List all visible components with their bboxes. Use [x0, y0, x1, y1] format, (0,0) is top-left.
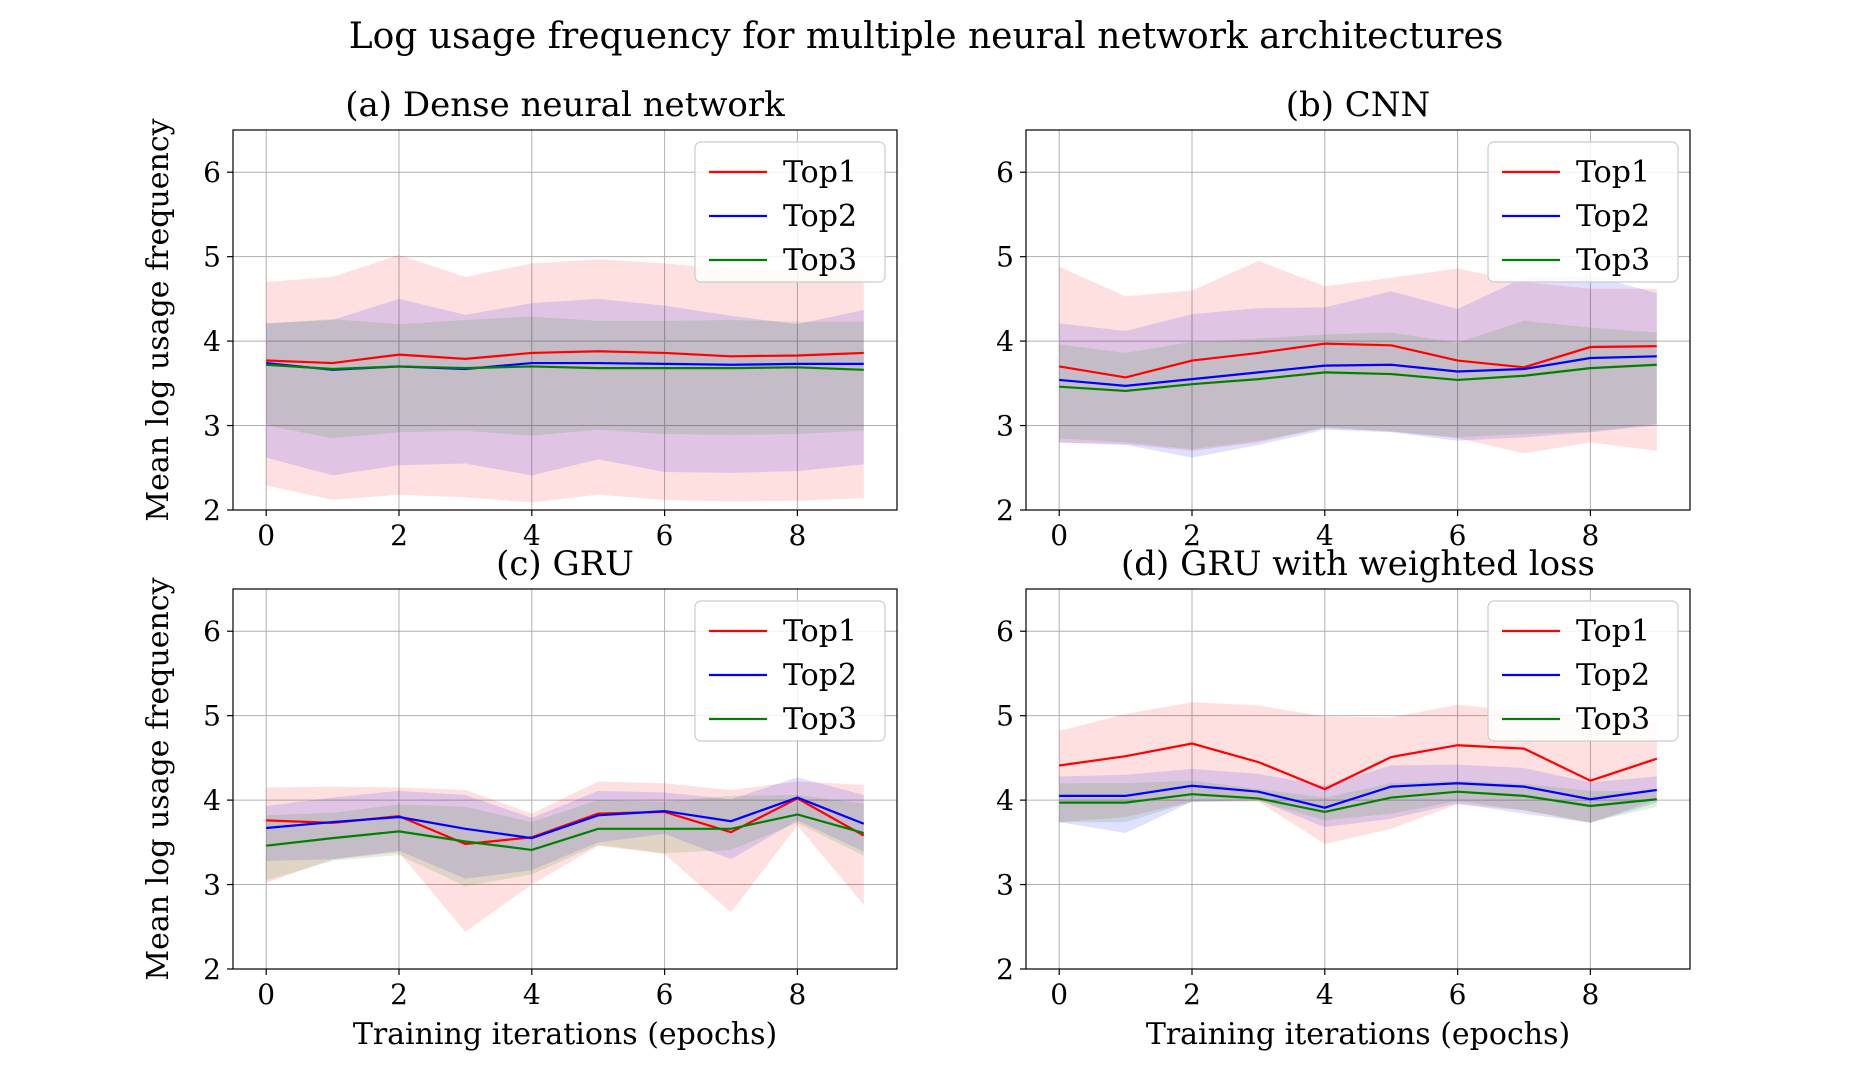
- legend-label-top3: Top3: [1576, 702, 1650, 737]
- x-tick-label: 6: [656, 519, 674, 552]
- legend: Top1 Top2 Top3: [1487, 141, 1679, 283]
- series-line-top1: [266, 350, 864, 365]
- x-tick-label: 8: [1581, 978, 1599, 1011]
- legend-box: [694, 141, 886, 283]
- y-tick-label: 2: [996, 953, 1014, 986]
- y-tick-label: 4: [203, 784, 221, 817]
- y-tick-label: 6: [203, 156, 221, 189]
- legend-box: [1487, 141, 1679, 283]
- band-top2: [1059, 764, 1657, 834]
- legend-label-top2: Top2: [783, 199, 857, 234]
- legend-label-top2: Top2: [783, 658, 857, 693]
- legend-label-top1: Top1: [783, 614, 857, 649]
- y-tick-label: 6: [203, 615, 221, 648]
- subplot-grid: 0 2 4 6 8 2 3 4 5 6 (a) Dense neural network Mean l…: [141, 85, 1691, 1052]
- legend-label-top2: Top2: [1576, 658, 1650, 693]
- y-tick-label: 2: [203, 953, 221, 986]
- x-tick-label: 6: [656, 978, 674, 1011]
- x-tick-label: 2: [390, 519, 408, 552]
- x-tick-label: 4: [523, 519, 541, 552]
- axes-frame: [1025, 588, 1691, 970]
- series-line-top1: [1059, 342, 1657, 379]
- series-line-top2: [266, 796, 865, 840]
- x-tick-label: 0: [257, 519, 275, 552]
- subplot-title: (d) GRU with weighted loss: [1121, 544, 1595, 584]
- legend-box: [1487, 600, 1679, 742]
- legend-label-top3: Top3: [783, 243, 857, 278]
- series-line-top3: [266, 363, 864, 371]
- band-top1: [266, 254, 864, 503]
- axes-frame: [232, 129, 898, 511]
- x-axis-label: Training iterations (epochs): [353, 1017, 777, 1052]
- legend-label-top3: Top3: [783, 702, 857, 737]
- band-top2: [1059, 275, 1657, 458]
- x-tick-label: 4: [523, 978, 541, 1011]
- y-tick-label: 4: [996, 784, 1014, 817]
- series-line-top3: [1059, 790, 1657, 814]
- y-axis-label: Mean log usage frequency: [141, 118, 176, 521]
- legend: Top1 Top2 Top3: [1487, 600, 1679, 742]
- band-top3: [1059, 320, 1657, 450]
- series-line-top1: [1059, 742, 1658, 791]
- y-tick-label: 3: [996, 410, 1014, 443]
- legend-box: [694, 600, 886, 742]
- subplot-title: (a) Dense neural network: [345, 85, 785, 125]
- legend-label-top1: Top1: [1576, 155, 1650, 190]
- axes-frame: [1025, 129, 1691, 511]
- x-tick-label: 0: [257, 978, 275, 1011]
- series-line-top2: [1059, 782, 1657, 809]
- x-tick-label: 8: [788, 519, 806, 552]
- legend-label-top1: Top1: [1576, 614, 1650, 649]
- figure-title: Log usage frequency for multiple neural …: [349, 16, 1504, 57]
- y-tick-label: 5: [996, 241, 1014, 274]
- series-line-top3: [1059, 363, 1657, 393]
- legend-label-top2: Top2: [1576, 199, 1650, 234]
- y-tick-label: 2: [203, 494, 221, 527]
- subplot-4: 0 2 4 6 8 2 3 4 5 6 (d) GRU with weighted loss Trai…: [996, 544, 1691, 1052]
- x-tick-label: 6: [1449, 978, 1467, 1011]
- x-tick-label: 2: [390, 978, 408, 1011]
- axes-frame: [232, 588, 898, 970]
- y-tick-label: 4: [203, 325, 221, 358]
- x-axis-label: Training iterations (epochs): [1146, 1017, 1570, 1052]
- y-axis-label: Mean log usage frequency: [141, 577, 176, 980]
- series-line-top2: [1059, 355, 1657, 387]
- y-tick-label: 4: [996, 325, 1014, 358]
- x-tick-label: 4: [1316, 978, 1334, 1011]
- x-tick-label: 2: [1183, 978, 1201, 1011]
- y-tick-label: 2: [996, 494, 1014, 527]
- legend: Top1 Top2 Top3: [694, 141, 886, 283]
- y-tick-label: 3: [996, 869, 1014, 902]
- x-tick-label: 0: [1050, 978, 1068, 1011]
- legend-label-top1: Top1: [783, 155, 857, 190]
- subplot-title: (b) CNN: [1286, 85, 1431, 125]
- y-tick-label: 5: [996, 700, 1014, 733]
- x-tick-label: 2: [1183, 519, 1201, 552]
- y-tick-label: 6: [996, 615, 1014, 648]
- subplot-title: (c) GRU: [496, 544, 634, 584]
- y-tick-label: 3: [203, 869, 221, 902]
- subplot-3: 0 2 4 6 8 2 3 4 5 6 (c) GRU Training iterations (ep…: [141, 544, 898, 1052]
- x-tick-label: 8: [1581, 519, 1599, 552]
- y-tick-label: 3: [203, 410, 221, 443]
- x-tick-label: 6: [1449, 519, 1467, 552]
- y-tick-label: 5: [203, 241, 221, 274]
- x-tick-label: 4: [1316, 519, 1334, 552]
- x-tick-label: 8: [788, 978, 806, 1011]
- band-top2: [266, 777, 864, 879]
- legend-label-top3: Top3: [1576, 243, 1650, 278]
- subplot-2: 0 2 4 6 8 2 3 4 5 6 (b) CNN Top1 Top2 Top3: [996, 85, 1691, 552]
- y-tick-label: 5: [203, 700, 221, 733]
- subplot-1: 0 2 4 6 8 2 3 4 5 6 (a) Dense neural network Mean l…: [141, 85, 898, 552]
- band-top1: [1059, 260, 1657, 454]
- y-tick-label: 6: [996, 156, 1014, 189]
- band-top3: [266, 316, 864, 439]
- band-top2: [266, 298, 864, 476]
- legend: Top1 Top2 Top3: [694, 600, 886, 742]
- series-line-top3: [266, 813, 865, 852]
- band-top3: [1059, 780, 1657, 823]
- x-tick-label: 0: [1050, 519, 1068, 552]
